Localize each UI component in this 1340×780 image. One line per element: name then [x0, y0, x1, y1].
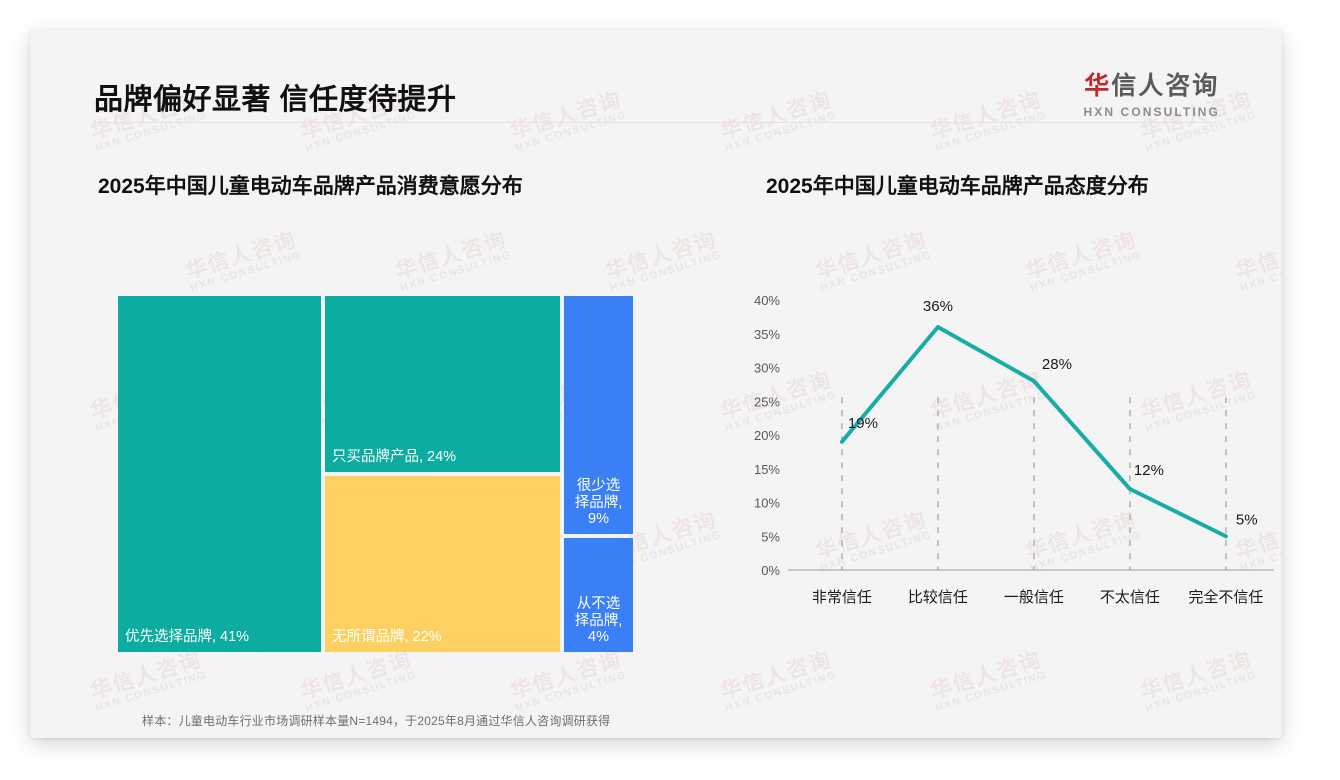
data-point-label: 36%	[923, 298, 953, 315]
company-logo: 华信人咨询 HXN CONSULTING	[1083, 66, 1220, 119]
slide-header: 品牌偏好显著 信任度待提升 华信人咨询 HXN CONSULTING	[30, 30, 1282, 123]
treemap-cell-brand-only[interactable]: 只买品牌产品, 24%	[325, 296, 560, 472]
line-series-path[interactable]	[839, 325, 1228, 539]
treemap-cell-label: 从不选 择品牌, 4%	[574, 595, 623, 646]
treemap-cell-label: 很少选 择品牌, 9%	[574, 477, 623, 528]
logo-hua-character: 华	[1084, 72, 1112, 100]
x-axis-category-label: 完全不信任	[1188, 588, 1263, 606]
treemap-cell-rarely-brand[interactable]: 很少选 择品牌, 9%	[564, 296, 633, 534]
line-chart-svg: 0% 5% 10% 15% 20% 25% 30% 35% 40% 19% 36% 28% 12% 5% 非…	[754, 293, 1274, 606]
right-chart-title: 2025年中国儿童电动车品牌产品态度分布	[766, 175, 1149, 198]
logo-chinese-text: 华信人咨询	[1083, 66, 1220, 102]
logo-chinese-rest: 信人咨询	[1111, 72, 1220, 100]
x-axis-category-label: 一般信任	[1004, 589, 1064, 606]
line-chart: 0% 5% 10% 15% 20% 25% 30% 35% 40% 19% 36% 28% 12% 5% 非…	[730, 282, 1282, 642]
x-axis-category-label: 非常信任	[812, 589, 872, 606]
x-axis-category-label: 比较信任	[908, 588, 968, 606]
y-axis-tick-label: 20%	[754, 428, 780, 443]
y-axis-tick-label: 0%	[761, 563, 780, 578]
treemap-column-1: 优先选择品牌, 41%	[118, 296, 321, 652]
treemap-cell-priority-brand[interactable]: 优先选择品牌, 41%	[118, 296, 321, 652]
treemap-cell-never-brand[interactable]: 从不选 择品牌, 4%	[564, 538, 633, 652]
data-point-label: 5%	[1236, 511, 1258, 528]
y-axis-tick-label: 15%	[754, 462, 780, 477]
treemap-column-3: 很少选 择品牌, 9% 从不选 择品牌, 4%	[564, 296, 633, 652]
treemap-cell-label: 优先选择品牌, 41%	[125, 629, 250, 646]
left-chart-panel: 2025年中国儿童电动车品牌产品消费意愿分布 优先选择品牌, 41% 只买品牌产…	[94, 170, 664, 670]
page-title: 品牌偏好显著 信任度待提升	[94, 84, 457, 116]
y-axis-tick-label: 30%	[754, 361, 780, 376]
treemap-cell-label: 只买品牌产品, 24%	[332, 449, 457, 466]
y-axis-tick-label: 35%	[754, 327, 780, 342]
y-axis-tick-label: 10%	[754, 496, 780, 511]
title-divider	[94, 122, 1214, 123]
y-axis-tick-label: 25%	[754, 394, 780, 409]
x-axis-category-label: 不太信任	[1100, 589, 1160, 606]
treemap-cell-label: 无所谓品牌, 22%	[332, 629, 442, 646]
data-point-label: 19%	[848, 415, 878, 432]
right-chart-panel: 2025年中国儿童电动车品牌产品态度分布 0% 5% 10% 15% 20% 25% 30%…	[730, 170, 1282, 670]
y-axis-tick-label: 5%	[761, 529, 780, 544]
treemap-column-2: 只买品牌产品, 24% 无所谓品牌, 22%	[325, 296, 560, 652]
data-point-label: 28%	[1042, 356, 1072, 373]
left-chart-title: 2025年中国儿童电动车品牌产品消费意愿分布	[98, 175, 523, 198]
data-point-label: 12%	[1134, 462, 1164, 479]
treemap-chart: 优先选择品牌, 41% 只买品牌产品, 24% 无所谓品牌, 22% 很少选 择品…	[118, 296, 637, 652]
logo-english-text: HXN CONSULTING	[1083, 105, 1220, 119]
slide-canvas: 华信人咨询 HXN CONSULTING 华信人咨询 HXN CONSULTING 华信…	[30, 30, 1282, 738]
y-axis-tick-label: 40%	[754, 293, 780, 308]
treemap-cell-indifferent[interactable]: 无所谓品牌, 22%	[325, 476, 560, 652]
sample-note: 样本：儿童电动车行业市场调研样本量N=1494，于2025年8月通过华信人咨询调…	[142, 714, 611, 728]
